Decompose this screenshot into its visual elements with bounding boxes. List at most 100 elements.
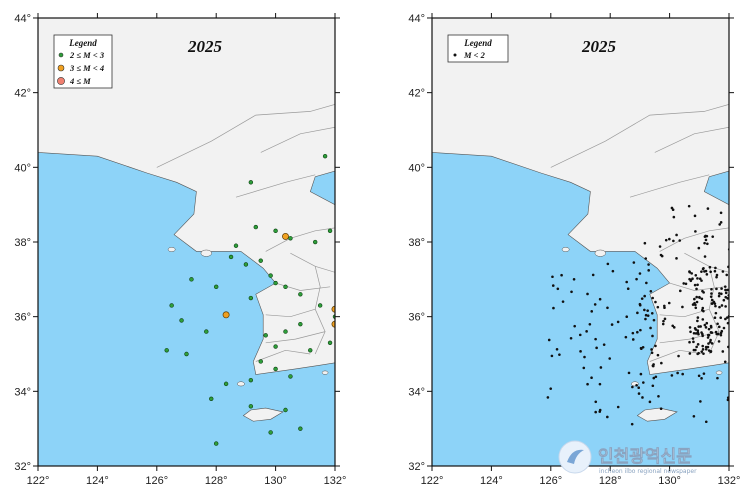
quake-micro-marker: [675, 233, 678, 237]
quake-micro-marker: [732, 301, 735, 304]
quake-m3-marker: [282, 232, 289, 240]
admin-border: [629, 174, 710, 198]
quake-m2-marker: [353, 296, 357, 300]
quake-micro-marker: [647, 269, 650, 272]
quake-micro-marker: [590, 376, 593, 379]
quake-m2-marker: [298, 292, 303, 297]
quake-micro-marker: [700, 377, 703, 380]
quake-micro-marker: [637, 386, 641, 390]
year-label: 2025: [581, 37, 617, 56]
quake-micro-marker: [670, 374, 674, 377]
quake-m2-marker: [164, 348, 169, 353]
quake-micro-marker: [654, 300, 657, 304]
map-panel-left: 122° 124° 126° 128° 130° 132° 32° 34° 36° 38° 40° 4…: [14, 13, 411, 487]
quake-micro-marker: [715, 287, 718, 291]
x-tick-label: 128°: [599, 475, 622, 487]
quake-micro-marker: [578, 333, 582, 337]
quake-micro-marker: [652, 376, 656, 380]
quake-micro-marker: [663, 317, 667, 321]
quake-micro-marker: [678, 239, 682, 242]
quake-micro-marker: [716, 322, 719, 326]
quake-micro-marker: [709, 326, 713, 329]
quake-micro-marker: [635, 277, 638, 281]
y-tick-label: 36°: [408, 312, 425, 324]
quake-micro-marker: [709, 270, 712, 274]
quake-micro-marker: [745, 289, 748, 292]
quake-micro-marker: [714, 304, 717, 308]
quake-micro-marker: [692, 331, 696, 335]
quake-micro-marker: [670, 206, 674, 210]
map-panel-right: 122° 124° 126° 128° 130° 132° 32° 34° 36° 38° 40° 4…: [408, 13, 750, 487]
quake-micro-marker: [732, 353, 735, 356]
admin-border: [659, 227, 729, 252]
quake-micro-marker: [650, 348, 653, 351]
quake-micro-marker: [695, 300, 699, 304]
quake-micro-marker: [724, 288, 727, 292]
quake-micro-marker: [668, 237, 671, 241]
quake-micro-marker: [593, 303, 597, 306]
quake-micro-marker: [588, 322, 592, 326]
quake-m2-marker: [393, 311, 397, 315]
quake-micro-marker: [608, 357, 612, 360]
quake-micro-marker: [678, 289, 682, 293]
quake-micro-marker: [745, 330, 748, 333]
quake-m2-marker: [322, 153, 328, 159]
quake-micro-marker: [684, 282, 688, 286]
quake-micro-marker: [720, 292, 723, 296]
quake-micro-marker: [736, 335, 739, 338]
quake-micro-marker: [642, 381, 645, 384]
y-tick-label: 38°: [408, 237, 425, 249]
quake-m2-marker: [273, 366, 278, 372]
quake-micro-marker: [723, 285, 727, 288]
quake-m2-marker: [407, 326, 411, 330]
quake-micro-marker: [701, 348, 705, 351]
legend-marker: [58, 52, 64, 58]
quake-micro-marker: [726, 288, 729, 292]
quake-micro-marker: [710, 298, 714, 302]
quake-micro-marker: [590, 310, 594, 313]
x-tick-label: 124°: [86, 475, 109, 487]
admin-border: [265, 227, 335, 252]
quake-m2-marker: [268, 430, 273, 435]
quake-micro-marker: [741, 340, 744, 343]
quake-micro-marker: [558, 353, 561, 356]
quake-micro-marker: [631, 385, 634, 389]
quake-micro-marker: [731, 341, 734, 344]
quake-m2-marker: [258, 359, 263, 364]
quake-micro-marker: [747, 279, 750, 282]
quake-micro-marker: [594, 337, 597, 341]
quake-m2-marker: [308, 348, 313, 353]
quake-micro-marker: [706, 242, 709, 246]
quake-micro-marker: [638, 302, 642, 306]
quake-micro-marker: [691, 303, 695, 306]
quake-micro-marker: [707, 349, 711, 352]
quake-micro-marker: [723, 360, 727, 364]
y-tick-label: 34°: [408, 386, 425, 398]
small-island: [200, 249, 212, 257]
quake-micro-marker: [726, 316, 729, 319]
quake-micro-marker: [722, 326, 726, 330]
quake-micro-marker: [549, 387, 553, 390]
quake-micro-marker: [700, 279, 703, 282]
quake-micro-marker: [694, 306, 698, 310]
quake-micro-marker: [692, 348, 696, 352]
quake-m2-marker: [283, 407, 288, 413]
quake-micro-marker: [720, 287, 723, 290]
quake-m2-marker: [248, 295, 254, 301]
admin-border: [260, 126, 335, 153]
quake-m2-marker: [358, 229, 362, 233]
quake-micro-marker: [719, 221, 723, 224]
quake-micro-marker: [736, 341, 739, 344]
quake-micro-marker: [711, 235, 715, 238]
y-tick-label: 40°: [14, 162, 31, 174]
quake-micro-marker: [696, 319, 699, 323]
y-tick-label: 42°: [14, 88, 31, 100]
quake-micro-marker: [598, 297, 602, 301]
quake-micro-marker: [700, 297, 704, 301]
quake-m2-marker: [179, 318, 184, 323]
legend-item-label: M < 2: [463, 50, 486, 60]
quake-micro-marker: [705, 321, 709, 325]
quake-micro-marker: [717, 340, 721, 343]
quake-micro-marker: [648, 400, 652, 404]
quake-micro-marker: [662, 319, 665, 323]
